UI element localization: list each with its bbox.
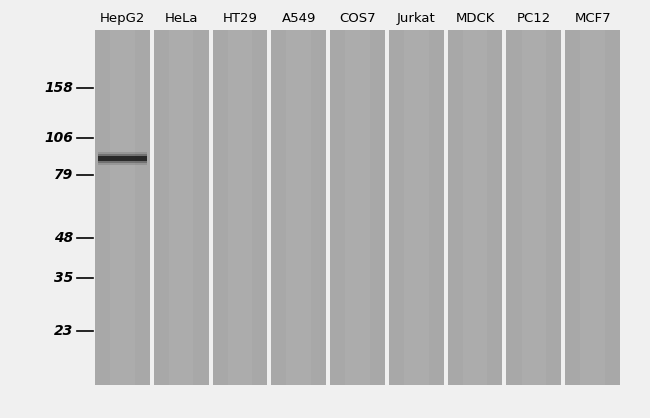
Bar [521, 30, 546, 385]
Text: MDCK: MDCK [456, 12, 495, 25]
Text: A549: A549 [281, 12, 316, 25]
Text: MCF7: MCF7 [575, 12, 611, 25]
Bar [463, 30, 488, 385]
Text: HT29: HT29 [222, 12, 257, 25]
Bar [506, 30, 561, 385]
Bar [95, 30, 150, 385]
Text: 35: 35 [54, 271, 73, 285]
Bar [227, 30, 252, 385]
Bar [213, 30, 267, 385]
Text: PC12: PC12 [517, 12, 551, 25]
Bar [169, 30, 194, 385]
Bar [404, 30, 428, 385]
Bar [98, 154, 147, 163]
Text: Jurkat: Jurkat [397, 12, 436, 25]
Bar [271, 30, 326, 385]
Bar [330, 30, 385, 385]
Text: COS7: COS7 [339, 12, 376, 25]
Bar [154, 30, 209, 385]
Text: 23: 23 [54, 324, 73, 338]
Bar [98, 156, 147, 161]
Bar [98, 153, 147, 166]
Bar [389, 30, 444, 385]
Text: 48: 48 [54, 231, 73, 245]
Text: HepG2: HepG2 [99, 12, 145, 25]
Text: 79: 79 [54, 168, 73, 182]
Bar [110, 30, 135, 385]
Text: 106: 106 [44, 131, 73, 145]
Bar [566, 30, 620, 385]
Text: HeLa: HeLa [164, 12, 198, 25]
Bar [580, 30, 605, 385]
Bar [345, 30, 370, 385]
Text: 158: 158 [44, 81, 73, 95]
Bar [287, 30, 311, 385]
Bar [448, 30, 502, 385]
